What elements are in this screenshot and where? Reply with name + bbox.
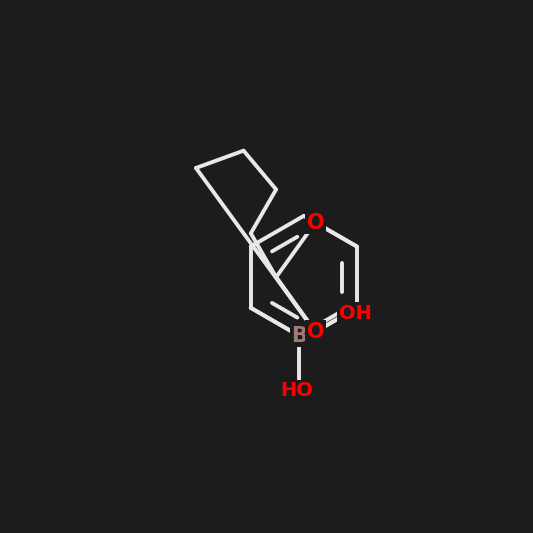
Text: OH: OH <box>339 304 372 322</box>
Text: B: B <box>291 326 307 346</box>
Text: O: O <box>306 322 324 342</box>
Text: O: O <box>306 213 324 232</box>
Text: HO: HO <box>280 381 313 400</box>
